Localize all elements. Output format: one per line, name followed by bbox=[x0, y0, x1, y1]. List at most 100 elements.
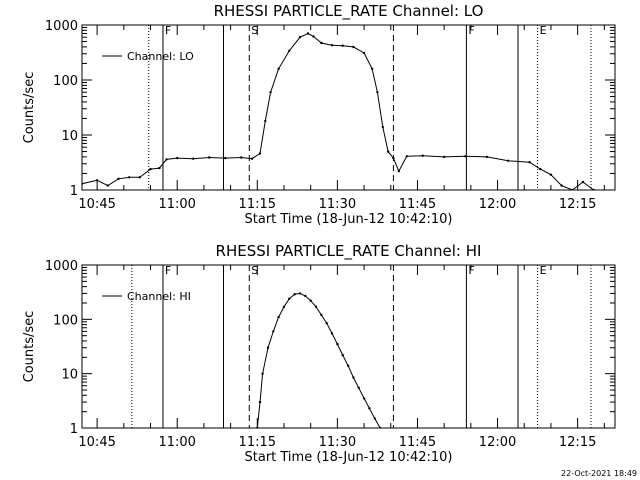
data-point bbox=[165, 158, 168, 161]
data-point bbox=[258, 400, 262, 404]
footer-timestamp: 22-Oct-2021 18:49 bbox=[561, 469, 637, 478]
y-tick-label: 10 bbox=[61, 129, 78, 144]
x-tick-label: 10:45 bbox=[78, 197, 115, 212]
y-tick-label: 10 bbox=[61, 368, 78, 383]
x-tick-label: 11:00 bbox=[158, 197, 195, 212]
data-point bbox=[397, 170, 400, 173]
data-point bbox=[376, 91, 379, 94]
x-tick-label: 11:30 bbox=[319, 435, 356, 450]
data-point bbox=[277, 67, 280, 71]
data-point bbox=[346, 364, 350, 367]
data-point bbox=[370, 67, 374, 71]
data-point bbox=[250, 157, 254, 160]
data-point bbox=[320, 41, 323, 45]
data-point bbox=[158, 166, 161, 170]
event-marker-label: S bbox=[251, 24, 258, 37]
data-point bbox=[282, 305, 286, 308]
data-point bbox=[378, 426, 382, 428]
x-axis-label: Start Time (18-Jun-12 10:42:10) bbox=[245, 212, 453, 227]
data-point bbox=[192, 157, 195, 160]
x-axis-label: Start Time (18-Jun-12 10:42:10) bbox=[245, 450, 453, 465]
data-point bbox=[362, 51, 366, 55]
event-marker-label: E bbox=[540, 264, 547, 277]
event-marker-label: F bbox=[468, 24, 474, 37]
x-tick-label: 11:15 bbox=[239, 435, 276, 450]
data-point bbox=[304, 294, 307, 298]
data-point bbox=[507, 159, 510, 162]
data-point bbox=[581, 180, 585, 184]
data-point bbox=[560, 184, 563, 187]
data-point bbox=[549, 173, 553, 176]
data-point bbox=[330, 44, 334, 47]
chart-title: RHESSI PARTICLE_RATE Channel: HI bbox=[216, 242, 482, 261]
data-point bbox=[264, 119, 267, 123]
data-point bbox=[149, 167, 152, 171]
x-tick-label: 11:45 bbox=[399, 435, 436, 450]
data-point bbox=[95, 179, 99, 182]
data-point bbox=[269, 91, 272, 94]
y-tick-label: 1 bbox=[70, 422, 78, 437]
data-point bbox=[309, 299, 312, 302]
data-point bbox=[298, 292, 302, 295]
data-point bbox=[306, 32, 310, 35]
series-line bbox=[256, 292, 381, 428]
data-point bbox=[128, 176, 131, 179]
data-point bbox=[330, 332, 334, 335]
data-point bbox=[373, 417, 376, 420]
event-marker-label: F bbox=[165, 264, 171, 277]
data-point bbox=[352, 45, 355, 49]
data-point bbox=[293, 293, 296, 296]
data-point bbox=[341, 353, 344, 357]
plot-frame bbox=[81, 24, 616, 191]
y-tick-label: 100 bbox=[53, 74, 78, 89]
data-point bbox=[314, 305, 318, 308]
event-marker-label: S bbox=[251, 264, 258, 277]
event-marker-label: F bbox=[165, 24, 171, 37]
data-point bbox=[176, 156, 179, 160]
data-point bbox=[386, 150, 390, 153]
plot-frame bbox=[81, 264, 616, 429]
x-tick-label: 11:15 bbox=[239, 197, 276, 212]
x-tick-label: 11:00 bbox=[158, 435, 195, 450]
x-tick-label: 12:00 bbox=[479, 197, 516, 212]
event-marker-label: F bbox=[468, 264, 474, 277]
data-point bbox=[368, 407, 371, 410]
data-point bbox=[325, 322, 328, 325]
data-point bbox=[341, 44, 344, 47]
y-axis-label: Counts/sec bbox=[22, 311, 37, 383]
x-tick-label: 12:15 bbox=[559, 197, 596, 212]
y-tick-label: 1 bbox=[70, 184, 78, 199]
chart-panel-1: RHESSI PARTICLE_RATE Channel: HI 1 10 100 10… bbox=[22, 242, 616, 465]
data-point bbox=[106, 184, 110, 187]
data-point bbox=[392, 156, 395, 160]
data-point bbox=[261, 372, 264, 375]
x-tick-label: 12:00 bbox=[479, 435, 516, 450]
data-point bbox=[539, 167, 542, 171]
y-axis-label: Counts/sec bbox=[22, 72, 37, 144]
data-point bbox=[357, 386, 360, 389]
x-tick-label: 11:45 bbox=[399, 197, 436, 212]
data-point bbox=[240, 156, 243, 159]
legend-label: Channel: LO bbox=[127, 50, 194, 63]
data-point bbox=[272, 330, 275, 333]
data-point bbox=[528, 161, 531, 164]
chart-panels: RHESSI PARTICLE_RATE Channel: LO 1 10 100 10… bbox=[22, 2, 616, 465]
data-point bbox=[298, 36, 302, 39]
data-point bbox=[592, 188, 595, 190]
data-point bbox=[464, 155, 467, 158]
data-point bbox=[82, 182, 84, 185]
data-point bbox=[208, 156, 211, 159]
data-point bbox=[258, 152, 262, 155]
data-point bbox=[266, 346, 270, 349]
data-point bbox=[224, 156, 227, 160]
chart-panel-0: RHESSI PARTICLE_RATE Channel: LO 1 10 100 10… bbox=[22, 2, 616, 227]
x-tick-label: 12:15 bbox=[559, 435, 596, 450]
legend-label: Channel: HI bbox=[127, 290, 191, 303]
data-point bbox=[485, 155, 489, 159]
data-point bbox=[336, 342, 339, 346]
y-tick-label: 1000 bbox=[45, 19, 78, 34]
data-point bbox=[288, 297, 291, 300]
data-point bbox=[138, 176, 141, 179]
data-point bbox=[405, 155, 408, 158]
